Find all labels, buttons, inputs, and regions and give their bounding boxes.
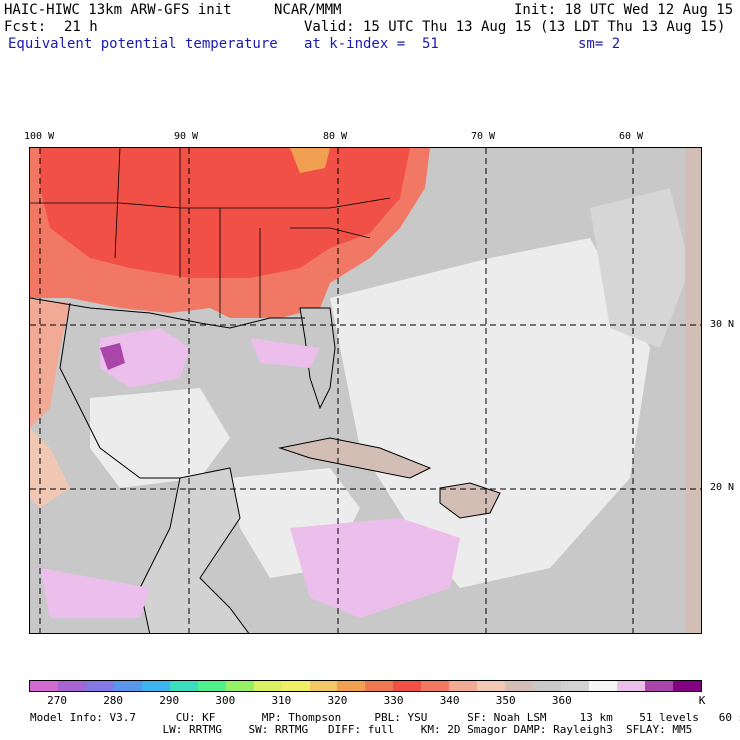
atlantic-gray-area (590, 188, 690, 348)
us-hot-area (40, 148, 410, 278)
colorbar-tick-label: 330 (383, 694, 404, 707)
lon-label-80w: 80 W (323, 131, 348, 142)
florida-peninsula (299, 307, 336, 410)
colorbar-swatch (672, 681, 701, 691)
colorbar-tick-label: 350 (495, 694, 516, 707)
state-borders (30, 148, 391, 318)
lon-label-70w: 70 W (471, 131, 496, 142)
colorbar-swatch (225, 681, 254, 691)
colorbar-tick-label: K (698, 694, 706, 707)
colorbar-swatch (477, 681, 506, 691)
gulf-light-area (90, 388, 230, 488)
colorbar-swatch (644, 681, 673, 691)
latlon-grid (30, 148, 701, 633)
colorbar-swatch (449, 681, 478, 691)
valid-time: Valid: 15 UTC Thu 13 Aug 15 (13 LDT Thu … (304, 19, 726, 35)
central-america-land (139, 467, 250, 633)
colorbar-swatch (141, 681, 170, 691)
model-title: HAIC-HIWC 13km ARW-GFS init (4, 2, 232, 18)
lon-label-90w: 90 W (174, 131, 199, 142)
colorbar-swatch (169, 681, 198, 691)
colorbar-swatch (561, 681, 590, 691)
lon-label-60w: 60 W (619, 131, 644, 142)
gulf-lavender-patch (100, 328, 190, 388)
colorbar-tick-label: 340 (439, 694, 460, 707)
colorbar-swatch (309, 681, 338, 691)
colorbar-swatch (617, 681, 645, 691)
colorbar-swatch (113, 681, 142, 691)
colorbar-swatch (421, 681, 450, 691)
colorbar-swatch (365, 681, 394, 691)
colorbar-tick-label: 270 (47, 694, 67, 707)
smoothing-label: sm= 2 (578, 36, 621, 52)
model-info-line2: LW: RRTMG SW: RRTMG DIFF: full KM: 2D Sm… (30, 723, 693, 736)
gulf-purple-core (100, 343, 125, 370)
lon-label-100w: 100 W (24, 131, 55, 142)
colorbar-tick-label: 290 (159, 694, 180, 707)
colorbar-swatch (30, 681, 58, 691)
caribbean-lavender-patch (290, 518, 460, 618)
lat-label-30n: 30 N (710, 319, 735, 330)
colorbar-swatch (589, 681, 618, 691)
colorbar-tick-label: 280 (103, 694, 124, 707)
colorbar-swatch (337, 681, 366, 691)
org-label: NCAR/MMM (274, 2, 342, 18)
colorbar-swatch (533, 681, 562, 691)
model-info-line1: Model Info: V3.7 CU: KF MP: Thompson PBL… (30, 711, 740, 724)
colorbar-tick-label: 310 (271, 694, 292, 707)
colorbar (29, 680, 702, 692)
forecast-label: Fcst: (4, 19, 47, 35)
pacific-lavender-patch (40, 568, 150, 618)
hotspot-orange (290, 148, 330, 173)
forecast-hour: 21 h (64, 19, 98, 35)
init-time: Init: 18 UTC Wed 12 Aug 15 (514, 2, 734, 18)
colorbar-swatch (253, 681, 282, 691)
level-label: at k-index = 51 (304, 36, 439, 52)
east-tan-strip (685, 148, 701, 633)
colorbar-swatch (393, 681, 422, 691)
colorbar-tick-label: 320 (327, 694, 348, 707)
theta-e-map (29, 147, 702, 634)
gulf-coastline (30, 297, 305, 329)
colorbar-swatch (85, 681, 114, 691)
colorbar-swatch (505, 681, 534, 691)
map-canvas (30, 148, 701, 633)
colorbar-swatch (281, 681, 310, 691)
colorbar-tick-label: 300 (215, 694, 236, 707)
mexico-coastline (59, 302, 180, 479)
colorbar-swatch (197, 681, 226, 691)
colorbar-tick-label: 360 (551, 694, 572, 707)
hispaniola-island (439, 482, 501, 519)
gulf-east-lavender (250, 338, 320, 368)
field-name: Equivalent potential temperature (8, 36, 278, 52)
lat-label-20n: 20 N (710, 482, 735, 493)
colorbar-swatch (57, 681, 86, 691)
